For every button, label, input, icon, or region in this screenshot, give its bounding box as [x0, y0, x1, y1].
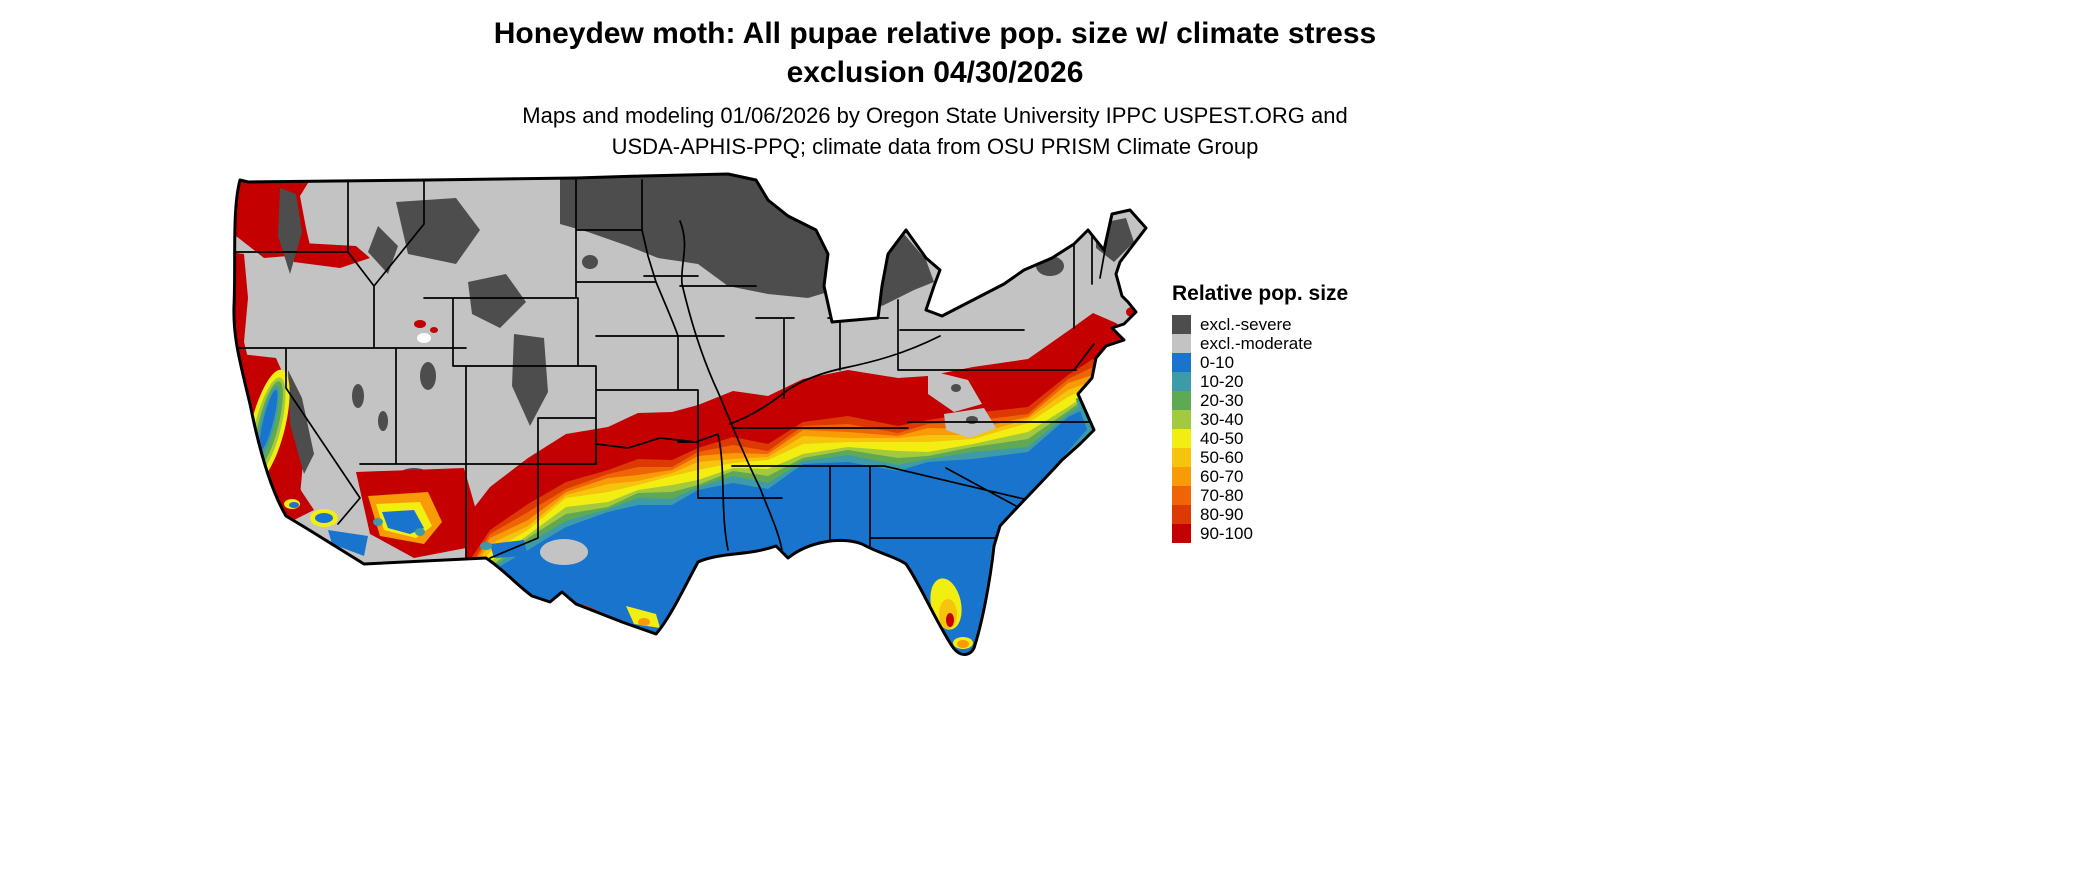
- legend: Relative pop. size excl.-severe excl.-mod…: [1172, 282, 1432, 543]
- pop-band-0-10: [466, 405, 1147, 655]
- legend-label: 80-90: [1200, 505, 1244, 524]
- legend-label: 50-60: [1200, 448, 1244, 467]
- legend-label: 60-70: [1200, 467, 1244, 486]
- legend-label: 20-30: [1200, 391, 1244, 410]
- legend-title: Relative pop. size: [1172, 282, 1349, 305]
- legend-item: 40-50: [1172, 429, 1432, 448]
- legend-label: 0-10: [1200, 353, 1235, 372]
- great-salt-lake: [417, 333, 431, 343]
- state-borders: [233, 177, 1111, 563]
- legend-swatch: [1172, 429, 1191, 448]
- legend-item: 0-10: [1172, 353, 1432, 372]
- legend-item: 80-90: [1172, 505, 1432, 524]
- legend-swatch: [1172, 353, 1191, 372]
- map-subtitle: Maps and modeling 01/06/2026 by Oregon S…: [85, 100, 1785, 162]
- legend-label: 30-40: [1200, 410, 1244, 429]
- legend-label: excl.-severe: [1200, 315, 1292, 334]
- legend-swatch: [1172, 372, 1191, 391]
- legend-item: 60-70: [1172, 467, 1432, 486]
- map-subtitle-line1: Maps and modeling 01/06/2026 by Oregon S…: [522, 103, 1348, 128]
- legend-item: 10-20: [1172, 372, 1432, 391]
- legend-items: excl.-severe excl.-moderate 0-10 10-20 20-30…: [1172, 315, 1432, 543]
- legend-item: 70-80: [1172, 486, 1432, 505]
- legend-swatch: [1172, 315, 1191, 334]
- map-title-line1: Honeydew moth: All pupae relative pop. s…: [493, 17, 1377, 50]
- legend-label: excl.-moderate: [1200, 334, 1313, 353]
- legend-item: 20-30: [1172, 391, 1432, 410]
- map-subtitle-line2: USDA-APHIS-PPQ; climate data from OSU PR…: [611, 134, 1259, 159]
- legend-item: excl.-moderate: [1172, 334, 1432, 353]
- legend-label: 40-50: [1200, 429, 1244, 448]
- population-gradient-bands: [466, 313, 1147, 655]
- legend-swatch: [1172, 524, 1191, 543]
- legend-item: 50-60: [1172, 448, 1432, 467]
- legend-swatch: [1172, 467, 1191, 486]
- legend-label: 10-20: [1200, 372, 1244, 391]
- legend-swatch: [1172, 391, 1191, 410]
- legend-item: excl.-severe: [1172, 315, 1432, 334]
- legend-swatch: [1172, 448, 1191, 467]
- legend-swatch: [1172, 486, 1191, 505]
- legend-swatch: [1172, 505, 1191, 524]
- legend-item: 90-100: [1172, 524, 1432, 543]
- map-title-line2: exclusion 04/30/2026: [786, 56, 1084, 89]
- map-header: Honeydew moth: All pupae relative pop. s…: [85, 14, 1785, 162]
- us-map: [232, 172, 1148, 656]
- legend-swatch: [1172, 410, 1191, 429]
- legend-item: 30-40: [1172, 410, 1432, 429]
- legend-label: 70-80: [1200, 486, 1244, 505]
- map-outline: [232, 172, 1148, 656]
- map-panel: [228, 166, 1148, 671]
- legend-label: 90-100: [1200, 524, 1253, 543]
- legend-swatch: [1172, 334, 1191, 353]
